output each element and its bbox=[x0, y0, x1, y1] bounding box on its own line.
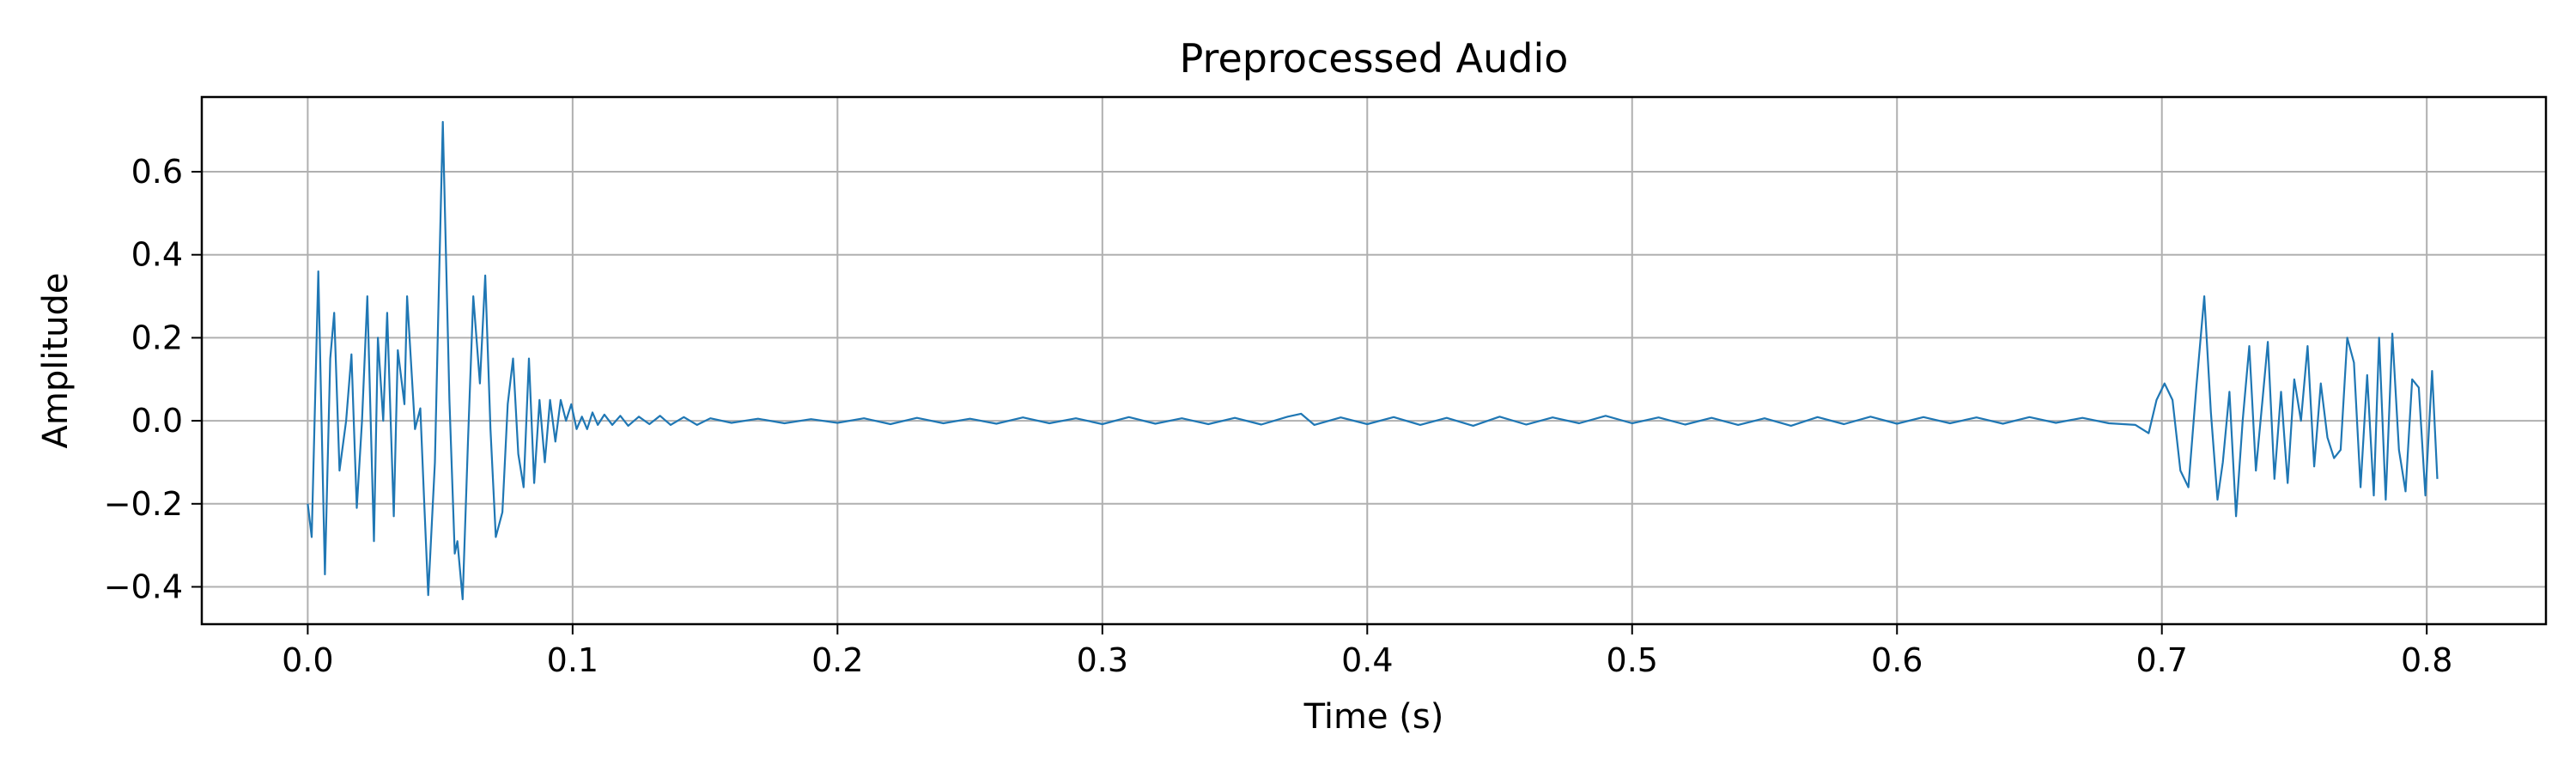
x-tick-label: 0.5 bbox=[1607, 641, 1658, 679]
tick-marks: 0.0 0.1 0.2 0.3 0.4 0.5 0.6 0.7 0.8 −0.4 −0.2 0.0 0.… bbox=[104, 153, 2453, 679]
x-tick-label: 0.7 bbox=[2136, 641, 2187, 679]
x-tick-label: 0.1 bbox=[547, 641, 598, 679]
plot-frame bbox=[200, 95, 2548, 626]
x-tick-label: 0.6 bbox=[1871, 641, 1923, 679]
x-tick-label: 0.3 bbox=[1077, 641, 1128, 679]
x-axis-label: Time (s) bbox=[1303, 697, 1444, 737]
series-layer bbox=[307, 120, 2439, 601]
y-tick-label: −0.4 bbox=[104, 568, 183, 605]
x-tick-label: 0.8 bbox=[2401, 641, 2452, 679]
x-tick-label: 0.0 bbox=[282, 641, 333, 679]
y-tick-label: 0.6 bbox=[131, 153, 183, 191]
y-tick-label: 0.2 bbox=[131, 319, 183, 356]
x-tick-label: 0.2 bbox=[811, 641, 863, 679]
x-tick-label: 0.4 bbox=[1341, 641, 1393, 679]
y-axis-label: Amplitude bbox=[36, 273, 76, 449]
y-tick-label: −0.2 bbox=[104, 485, 183, 523]
chart-title: Preprocessed Audio bbox=[1180, 35, 1569, 82]
grid-lines bbox=[202, 97, 2546, 624]
waveform-series-line bbox=[307, 120, 2439, 601]
y-tick-label: 0.4 bbox=[131, 236, 183, 274]
y-tick-label: 0.0 bbox=[131, 402, 183, 440]
